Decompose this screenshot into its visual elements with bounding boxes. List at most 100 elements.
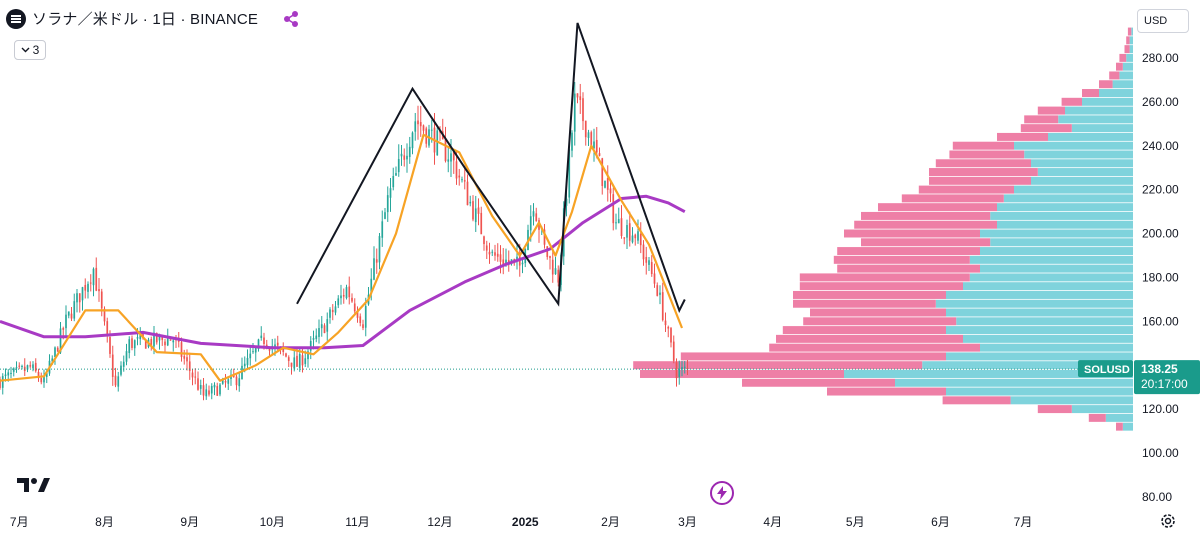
x-tick-label: 8月 [95,515,114,529]
volume-profile-up-bar [1031,176,1133,185]
candle-body [235,376,238,386]
candle-body [210,386,213,394]
candle-body [639,233,642,246]
share-icon[interactable] [282,10,300,28]
x-tick-label: 12月 [427,515,452,529]
candle-body [587,132,590,138]
candle-body [282,347,285,352]
volume-profile-up-bar [1037,168,1133,177]
candle-body [375,259,378,263]
candle-body [65,314,67,329]
candle-body [389,188,392,198]
candle-body [120,365,122,375]
candle-body [485,245,488,251]
candle-body [637,231,639,241]
volume-profile-up-bar [1099,89,1133,98]
volume-profile-up-bar [946,326,1133,335]
candle-body [29,365,32,367]
candle-body [378,236,381,263]
candle-body [521,262,524,265]
candle-body [100,291,103,309]
candle-body [274,344,276,347]
candle-body [296,355,298,367]
volume-profile-down-bar [1024,115,1059,124]
volume-profile-up-bar [980,343,1133,352]
candle-body [133,340,136,349]
candle-body [452,152,455,161]
volume-profile-up-bar [997,203,1133,212]
volume-profile-up-bar [969,255,1133,264]
candle-body [499,254,502,262]
gear-icon[interactable] [1159,512,1177,530]
volume-profile-up-bar [980,247,1133,256]
volume-profile-up-bar [1105,413,1133,422]
candle-body [73,301,76,319]
candle-body [213,384,216,388]
candle-body [612,194,615,224]
indicator-toggle-button[interactable]: 3 [14,40,46,60]
tradingview-logo-icon[interactable] [16,475,52,495]
candle-body [103,308,106,322]
volume-profile-up-bar [1014,141,1133,150]
volume-profile-up-bar [1031,159,1133,168]
volume-profile-down-bar [1088,413,1106,422]
candle-body [117,376,120,387]
candle-body [345,287,348,299]
volume-profile-down-bar [1037,106,1065,115]
volume-profile-down-bar [837,264,980,273]
candle-body [334,306,337,313]
candle-body [241,365,243,380]
candle-body [56,347,59,352]
volume-profile-up-bar [1071,405,1133,414]
volume-profile-down-bar [837,247,980,256]
candle-body [507,259,510,263]
volume-profile-up-bar [935,299,1133,308]
candle-body [150,338,153,347]
candle-body [309,340,312,351]
candle-body [323,325,326,334]
volume-profile-up-bar [922,361,1133,370]
candle-body [628,223,631,241]
candle-body [62,328,65,330]
candle-body [513,259,516,261]
symbol-title[interactable]: ソラナ／米ドル · 1日 · BINANCE [32,11,259,28]
volume-profile-up-bar [980,264,1133,273]
candle-body [32,364,34,369]
y-tick-label: 100.00 [1142,446,1179,460]
candle-body [161,336,164,340]
volume-profile-down-bar [833,255,970,264]
candle-body [76,293,78,303]
candle-body [381,221,384,238]
candle-body [342,295,345,297]
volume-profile-down-bar [854,220,997,229]
volume-profile-down-bar [861,211,991,220]
candle-body [315,335,318,339]
volume-profile-down-bar [1061,97,1082,106]
last-price-tag [1134,360,1200,395]
volume-profile-down-bar [1119,53,1127,62]
candle-body [78,293,81,303]
candle-body [227,379,230,384]
candle-body [595,139,598,153]
volume-profile-down-bar [776,334,963,343]
candle-body [458,175,461,178]
candle-body [384,212,386,219]
volume-profile-down-bar [942,396,1011,405]
candle-body [683,366,686,368]
candle-body [474,208,477,223]
y-tick-label: 180.00 [1142,271,1179,285]
volume-profile-down-bar [1082,89,1099,98]
volume-profile-up-bar [1122,422,1133,431]
volume-profile-down-bar [640,369,844,378]
solana-logo-icon [6,8,26,29]
currency-selector[interactable]: USD [1137,9,1189,33]
lightning-icon[interactable] [710,481,734,505]
candle-body [252,351,254,353]
candle-body [648,260,650,265]
candle-body [461,179,463,181]
volume-profile-up-bar [946,308,1133,317]
candle-body [131,338,133,348]
volume-profile-down-bar [799,282,963,291]
